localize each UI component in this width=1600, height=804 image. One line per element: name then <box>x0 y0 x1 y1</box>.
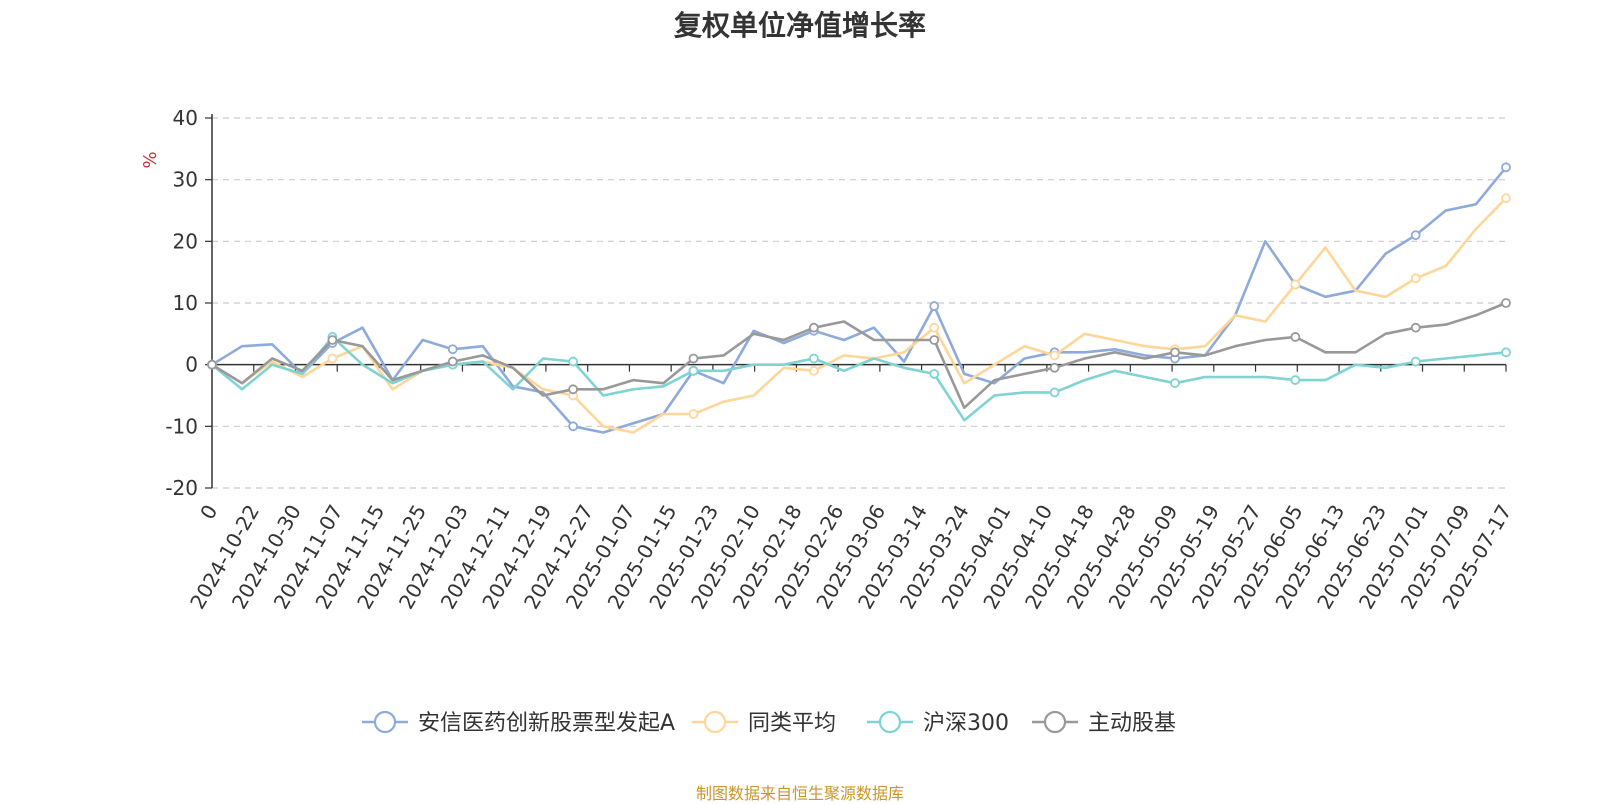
legend-swatch-marker <box>1043 710 1067 734</box>
series-point-3 <box>688 353 699 364</box>
series-point-2 <box>1410 356 1421 367</box>
series-point-3 <box>808 322 819 333</box>
line-chart: -20 -10 0 10 20 30 40 02024-10-222024-10-30202… <box>140 106 1516 736</box>
legend-swatch-marker <box>373 710 397 734</box>
series-point-1 <box>1410 273 1421 284</box>
y-tick-label: 0 <box>185 353 198 377</box>
series-point-0 <box>1410 230 1421 241</box>
legend-entry[interactable]: 同类平均 <box>748 711 836 736</box>
series-layer <box>207 162 1511 434</box>
series-point-3 <box>929 335 940 345</box>
series-point-1 <box>1049 350 1060 361</box>
y-tick-label: 20 <box>173 229 198 253</box>
y-tick-label: 10 <box>173 291 198 315</box>
grid-lines <box>212 117 1506 489</box>
series-point-2 <box>1049 387 1060 398</box>
series-point-1 <box>1290 279 1301 290</box>
series-point-3 <box>207 359 217 370</box>
y-tick-label: 40 <box>173 106 198 130</box>
series-point-3 <box>568 384 579 395</box>
x-tick-label: 0 <box>195 501 222 524</box>
y-tick-label: -20 <box>165 476 198 500</box>
series-line-0 <box>211 166 1508 434</box>
series-point-2 <box>1501 347 1511 358</box>
series-point-3 <box>1170 347 1180 358</box>
legend: 安信医药创新股票型发起A 同类平均 沪深300 主动股基 <box>362 710 1176 736</box>
series-point-1 <box>808 365 819 376</box>
series-point-3 <box>447 356 458 367</box>
series-point-3 <box>1290 332 1301 342</box>
series-point-3 <box>1501 298 1511 308</box>
y-axis: -20 -10 0 10 20 30 40 <box>165 106 213 500</box>
series-point-0 <box>447 344 458 355</box>
legend-swatch-marker <box>878 710 902 734</box>
legend-entry[interactable]: 沪深300 <box>923 711 1009 736</box>
source-note: 制图数据来自恒生聚源数据库 <box>695 784 904 803</box>
series-point-1 <box>327 353 338 364</box>
legend-entry[interactable]: 安信医药创新股票型发起A <box>418 711 675 736</box>
series-point-0 <box>1501 162 1511 173</box>
series-line-3 <box>211 301 1507 410</box>
series-point-1 <box>688 409 699 419</box>
series-line-2 <box>211 335 1507 422</box>
y-axis-label: % <box>140 151 161 168</box>
legend-swatch-marker <box>703 710 727 734</box>
y-tick-label: -10 <box>165 414 198 438</box>
y-tick-label: 30 <box>173 168 198 192</box>
series-line-1 <box>211 197 1507 434</box>
series-point-0 <box>568 421 579 432</box>
series-point-3 <box>1410 322 1421 333</box>
chart-title: 复权单位净值增长率 <box>673 9 926 42</box>
legend-entry[interactable]: 主动股基 <box>1088 711 1176 736</box>
series-point-1 <box>929 322 940 333</box>
series-point-3 <box>327 335 338 345</box>
series-point-2 <box>1290 375 1301 385</box>
series-point-2 <box>929 369 940 379</box>
series-point-1 <box>1501 193 1511 204</box>
series-point-2 <box>1170 378 1180 389</box>
series-point-2 <box>568 356 579 367</box>
series-point-2 <box>688 365 699 376</box>
series-point-3 <box>1049 362 1060 373</box>
series-point-0 <box>929 301 940 311</box>
series-point-2 <box>808 353 819 364</box>
x-axis: 02024-10-222024-10-302024-11-072024-11-1… <box>185 363 1516 613</box>
